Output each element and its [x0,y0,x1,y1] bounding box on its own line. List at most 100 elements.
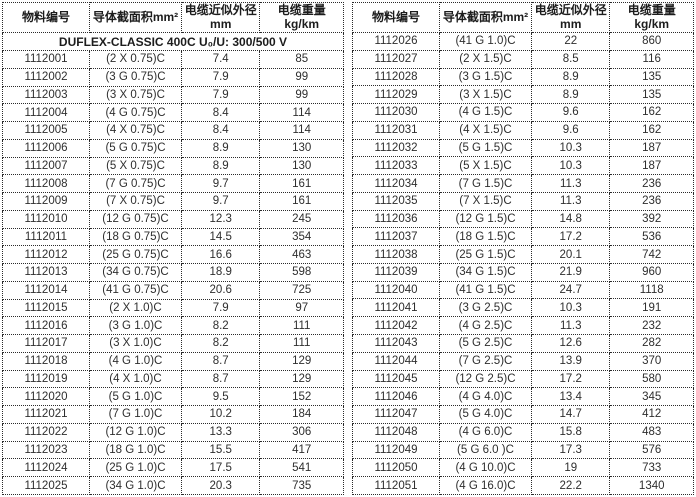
outer-diameter-cell: 14.8 [531,209,611,229]
header-row: 物料编号 导体截面积mm² 电缆近似外径 mm 电缆重量kg/km [2,2,344,33]
conductor-cross-section-cell: (4 X 1.0)C [88,369,183,389]
outer-diameter-cell: 10.3 [531,138,611,158]
outer-diameter-cell: 9.7 [181,192,261,211]
conductor-cross-section-cell: (25 G 0.75)C [88,245,183,264]
table-row: 1112010 (12 G 0.75)C 12.3 245 [2,209,344,229]
conductor-cross-section-cell: (5 G 0.75)C [88,138,183,158]
table-row: 1112008 (7 G 0.75)C 9.7 161 [2,174,344,193]
cable-weight-cell: 191 [609,298,694,318]
outer-diameter-cell: 10.3 [531,298,611,318]
conductor-cross-section-cell: (7 G 1.5)C [438,174,533,193]
outer-diameter-cell: 8.2 [181,334,261,353]
conductor-cross-section-cell: (5 X 1.5)C [438,156,533,176]
cable-weight-cell: 541 [259,458,344,477]
outer-diameter-cell: 17.2 [531,227,611,247]
table-row: 1112032 (5 G 1.5)C 10.3 187 [352,138,694,158]
conductor-cross-section-cell: (34 G 1.0)C [88,476,183,495]
material-number-cell: 1112007 [2,156,90,176]
material-number-cell: 1112025 [2,476,90,495]
outer-diameter-cell: 8.9 [531,85,611,105]
cable-weight-cell: 536 [609,227,694,247]
column-header-conductor-cross-section: 导体截面积mm² [438,2,533,33]
material-number-cell: 1112015 [2,298,90,318]
series-title-row: DUFLEX-CLASSIC 400C U₀/U: 300/500 V [2,32,344,51]
material-number-cell: 1112013 [2,263,90,282]
conductor-cross-section-cell: (12 G 2.5)C [438,369,533,389]
material-number-cell: 1112014 [2,280,90,300]
cable-weight-cell: 162 [609,103,694,122]
conductor-cross-section-cell: (41 G 1.0)C [438,32,533,51]
conductor-cross-section-cell: (3 G 1.0)C [88,316,183,335]
column-header-conductor-cross-section: 导体截面积mm² [88,2,183,33]
material-number-cell: 1112023 [2,440,90,460]
material-number-cell: 1112034 [352,174,440,193]
conductor-cross-section-cell: (2 X 1.5)C [438,49,533,69]
material-number-cell: 1112002 [2,67,90,87]
table-row: 1112038 (25 G 1.5)C 20.1 742 [352,245,694,264]
material-number-cell: 1112012 [2,245,90,264]
cable-weight-cell: 130 [259,138,344,158]
cable-weight-cell: 162 [609,120,694,140]
table-row: 1112040 (41 G 1.5)C 24.7 1118 [352,280,694,300]
outer-diameter-cell: 20.3 [181,476,261,495]
table-row: 1112021 (7 G 1.0)C 10.2 184 [2,405,344,424]
table-row: 1112022 (12 G 1.0)C 13.3 306 [2,422,344,442]
material-number-cell: 1112033 [352,156,440,176]
material-number-cell: 1112048 [352,422,440,442]
table-row: 1112028 (3 G 1.5)C 8.9 135 [352,67,694,87]
conductor-cross-section-cell: (12 G 1.0)C [88,422,183,442]
outer-diameter-cell: 8.9 [181,138,261,158]
outer-diameter-cell: 7.4 [181,50,261,69]
table-row: 1112020 (5 G 1.0)C 9.5 152 [2,387,344,406]
cable-weight-cell: 187 [609,156,694,176]
material-number-cell: 1112019 [2,369,90,389]
cable-weight-cell: 85 [259,50,344,69]
material-number-cell: 1112042 [352,316,440,336]
header-row: 物料编号 导体截面积mm² 电缆近似外径 mm 电缆重量kg/km [352,2,694,33]
conductor-cross-section-cell: (12 G 0.75)C [88,209,183,229]
material-number-cell: 1112031 [352,120,440,140]
conductor-cross-section-cell: (2 X 1.0)C [88,298,183,318]
conductor-cross-section-cell: (5 G 1.5)C [438,138,533,158]
cable-weight-cell: 282 [609,334,694,353]
conductor-cross-section-cell: (34 G 1.5)C [438,262,533,282]
outer-diameter-cell: 18.9 [181,263,261,282]
table-row: 1112006 (5 G 0.75)C 8.9 130 [2,138,344,158]
conductor-cross-section-cell: (18 G 0.75)C [88,227,183,247]
cable-weight-cell: 306 [259,422,344,442]
outer-diameter-cell: 8.7 [181,351,261,371]
table-row: 1112031 (4 X 1.5)C 9.6 162 [352,120,694,140]
table-row: 1112002 (3 G 0.75)C 7.9 99 [2,67,344,87]
table-row: 1112015 (2 X 1.0)C 7.9 97 [2,298,344,318]
material-number-cell: 1112026 [352,32,440,51]
cable-weight-cell: 135 [609,67,694,87]
material-number-cell: 1112050 [352,458,440,478]
cable-weight-cell: 742 [609,245,694,264]
outer-diameter-cell: 7.9 [181,298,261,318]
table-row: 1112044 (7 G 2.5)C 13.9 370 [352,351,694,371]
cable-weight-cell: 392 [609,209,694,229]
cable-weight-cell: 1340 [609,476,694,495]
table-row: 1112025 (34 G 1.0)C 20.3 735 [2,476,344,495]
material-number-cell: 1112016 [2,316,90,335]
cable-weight-cell: 725 [259,280,344,300]
outer-diameter-cell: 15.5 [181,440,261,460]
cable-weight-cell: 129 [259,351,344,371]
table-row: 1112034 (7 G 1.5)C 11.3 236 [352,174,694,193]
table-row: 1112012 (25 G 0.75)C 16.6 463 [2,245,344,264]
cable-weight-cell: 236 [609,174,694,193]
conductor-cross-section-cell: (7 G 2.5)C [438,351,533,371]
cable-weight-cell: 1118 [609,280,694,300]
cable-weight-cell: 345 [609,387,694,407]
material-number-cell: 1112032 [352,138,440,158]
conductor-cross-section-cell: (4 G 6.0)C [438,422,533,442]
material-number-cell: 1112045 [352,369,440,389]
cable-weight-cell: 733 [609,458,694,478]
material-number-cell: 1112029 [352,85,440,105]
cable-weight-cell: 99 [259,85,344,105]
material-number-cell: 1112009 [2,192,90,211]
conductor-cross-section-cell: (3 G 0.75)C [88,67,183,87]
outer-diameter-cell: 19 [531,458,611,478]
table-row: 1112047 (5 G 4.0)C 14.7 412 [352,405,694,424]
material-number-cell: 1112036 [352,209,440,229]
